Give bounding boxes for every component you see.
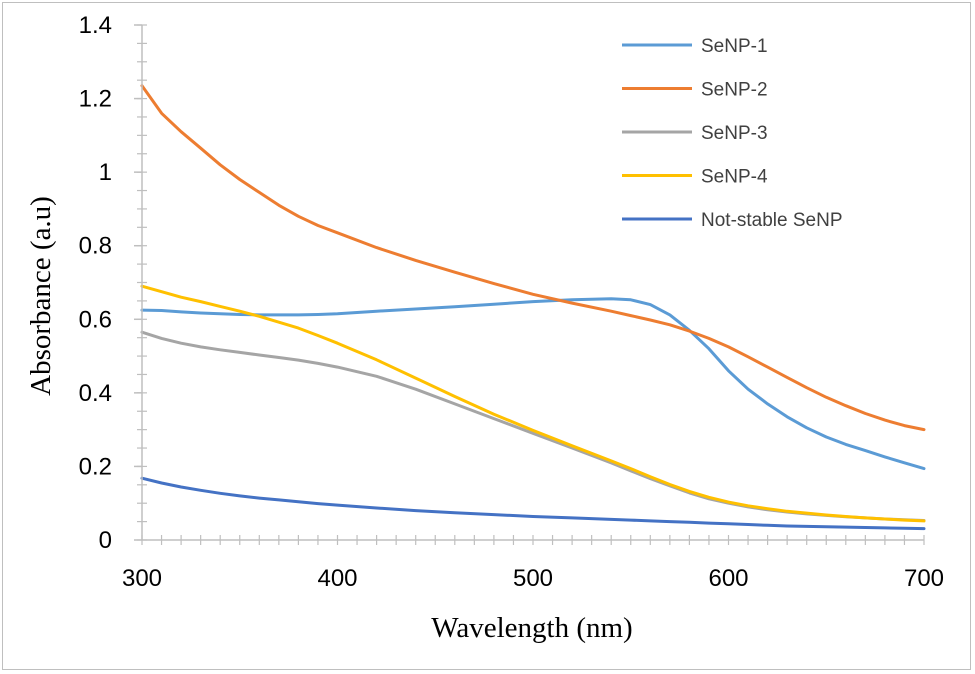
- y-tick-label: 0.4: [79, 380, 112, 407]
- legend-item-not-stable-senp[interactable]: Not-stable SeNP: [622, 210, 843, 231]
- legend-label: SeNP-1: [701, 36, 768, 57]
- legend-label: SeNP-2: [701, 80, 768, 101]
- series-line-not-stable-senp: [140, 476, 926, 531]
- y-tick-label: 0.6: [79, 306, 112, 333]
- x-tick-label: 500: [513, 565, 553, 592]
- legend-label: Not-stable SeNP: [701, 210, 843, 231]
- legend-item-senp-1[interactable]: SeNP-1: [622, 36, 768, 57]
- legend-item-senp-3[interactable]: SeNP-3: [622, 123, 768, 144]
- y-tick-label: 0.2: [79, 453, 112, 480]
- series-line-senp-4: [140, 284, 926, 523]
- y-axis-title: Absorbance (a.u): [25, 196, 57, 396]
- series-line-senp-1: [140, 297, 926, 471]
- legend-label: SeNP-3: [701, 123, 768, 144]
- x-axis-title: Wavelength (nm): [431, 612, 632, 644]
- x-tick-label: 400: [317, 565, 357, 592]
- y-tick-label: 1.2: [79, 86, 112, 113]
- y-tick-label: 0.8: [79, 233, 112, 260]
- legend-item-senp-4[interactable]: SeNP-4: [622, 167, 768, 188]
- y-tick-label: 1: [99, 159, 112, 186]
- series-line-senp-2: [140, 84, 926, 432]
- legend-item-senp-2[interactable]: SeNP-2: [622, 80, 768, 101]
- x-tick-label: 600: [708, 565, 748, 592]
- labels-layer: 0 0.2 0.4 0.6 0.8 1 1.2 1.4 300 400 500 600 700: [79, 12, 944, 592]
- x-tick-label: 300: [122, 565, 162, 592]
- series-layer: [140, 84, 926, 531]
- legend[interactable]: SeNP-1 SeNP-2 SeNP-3 SeNP-4 Not-stable SeNP: [622, 36, 843, 231]
- y-tick-label: 0: [99, 527, 112, 554]
- ticks-layer: [134, 24, 925, 545]
- x-tick-label: 700: [904, 565, 944, 592]
- y-tick-label: 1.4: [79, 12, 112, 39]
- legend-label: SeNP-4: [701, 167, 768, 188]
- axes-layer: [141, 25, 924, 541]
